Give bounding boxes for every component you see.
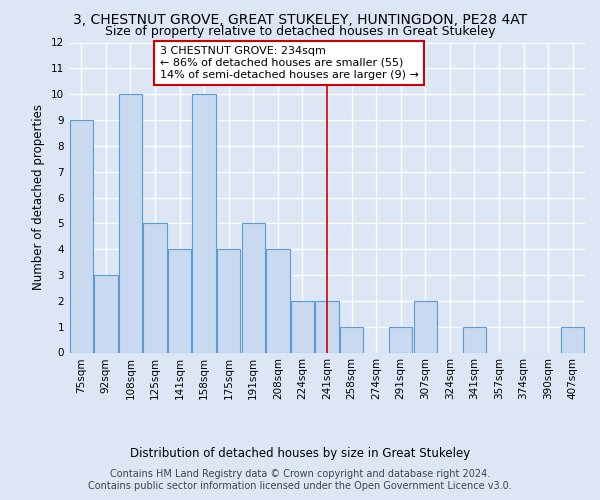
Bar (217, 249, 241, 352)
Bar (193, 94, 216, 352)
Y-axis label: Number of detached properties: Number of detached properties (32, 104, 46, 290)
Bar (242, 224, 265, 352)
Bar (119, 94, 142, 352)
Text: Distribution of detached houses by size in Great Stukeley: Distribution of detached houses by size … (130, 446, 470, 460)
Bar (413, 301, 437, 352)
Bar (316, 301, 338, 352)
Bar (94, 275, 118, 352)
Bar (143, 224, 167, 352)
Bar (291, 301, 314, 352)
Text: Contains HM Land Registry data © Crown copyright and database right 2024.
Contai: Contains HM Land Registry data © Crown c… (88, 470, 512, 491)
Text: 3 CHESTNUT GROVE: 234sqm
← 86% of detached houses are smaller (55)
14% of semi-d: 3 CHESTNUT GROVE: 234sqm ← 86% of detach… (160, 46, 419, 80)
Text: Size of property relative to detached houses in Great Stukeley: Size of property relative to detached ho… (105, 25, 495, 38)
Bar (389, 326, 412, 352)
Bar (463, 326, 486, 352)
Bar (561, 326, 584, 352)
Text: 3, CHESTNUT GROVE, GREAT STUKELEY, HUNTINGDON, PE28 4AT: 3, CHESTNUT GROVE, GREAT STUKELEY, HUNTI… (73, 12, 527, 26)
Bar (340, 326, 363, 352)
Bar (70, 120, 93, 352)
Bar (266, 249, 290, 352)
Bar (168, 249, 191, 352)
